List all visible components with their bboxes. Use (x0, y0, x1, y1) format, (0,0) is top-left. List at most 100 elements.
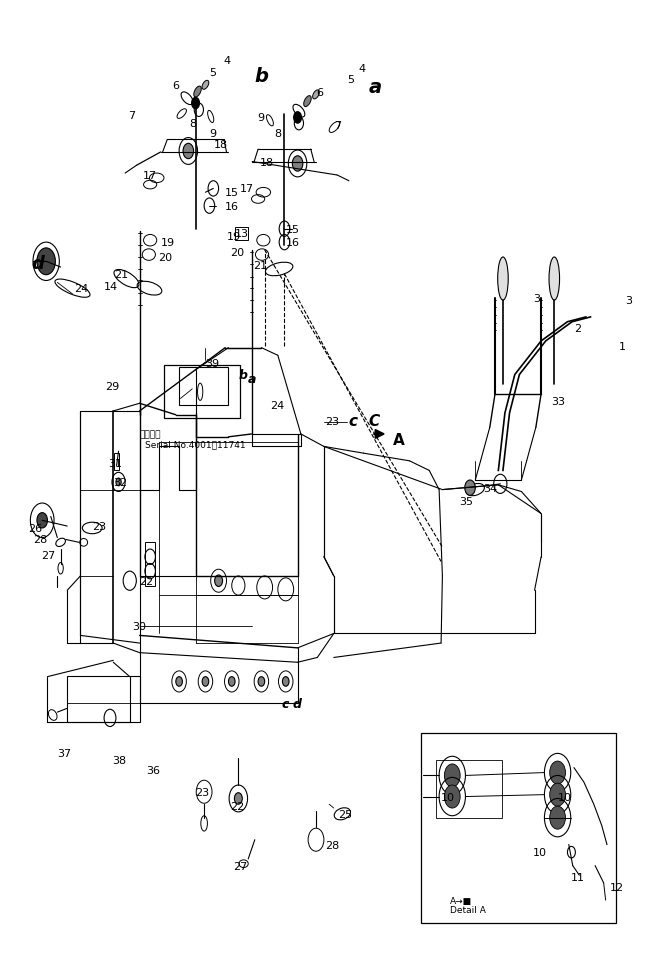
Text: 6: 6 (173, 81, 180, 90)
Text: 13: 13 (235, 229, 249, 238)
Text: 31: 31 (108, 458, 122, 468)
Circle shape (37, 513, 48, 529)
Text: 4: 4 (359, 63, 366, 73)
Text: 6: 6 (316, 87, 323, 97)
Circle shape (465, 480, 475, 496)
Circle shape (229, 677, 235, 686)
Text: 34: 34 (483, 483, 497, 493)
Ellipse shape (194, 86, 202, 98)
Text: Detail A: Detail A (450, 905, 486, 914)
Ellipse shape (303, 96, 311, 108)
Circle shape (258, 677, 264, 686)
Text: C: C (369, 413, 380, 429)
Circle shape (192, 98, 200, 110)
Text: 5: 5 (209, 68, 215, 78)
Bar (164, 365, 240, 418)
Text: 8: 8 (190, 119, 197, 129)
Circle shape (550, 783, 565, 806)
Text: 10: 10 (558, 792, 572, 801)
Text: 8: 8 (274, 129, 282, 138)
Text: 21: 21 (114, 269, 129, 280)
Text: 21: 21 (253, 260, 268, 271)
Text: 24: 24 (270, 401, 284, 410)
Text: 19: 19 (161, 238, 175, 248)
Text: 2: 2 (574, 324, 581, 334)
Circle shape (444, 785, 460, 808)
Text: 30: 30 (132, 621, 145, 631)
Ellipse shape (498, 258, 508, 301)
Text: 23: 23 (325, 416, 339, 426)
Text: 27: 27 (233, 861, 247, 871)
Circle shape (282, 677, 289, 686)
Text: 27: 27 (41, 551, 55, 560)
Text: 16: 16 (225, 202, 239, 211)
Text: A→■: A→■ (450, 896, 473, 904)
Text: 9: 9 (256, 113, 264, 123)
Text: 23: 23 (93, 522, 106, 531)
Text: 17: 17 (241, 185, 254, 194)
Circle shape (183, 144, 194, 160)
Text: c: c (281, 698, 288, 710)
Text: a: a (249, 373, 256, 385)
Text: d: d (292, 698, 301, 710)
Text: Serial No.4001－11741: Serial No.4001－11741 (145, 439, 245, 449)
Ellipse shape (549, 258, 560, 301)
Bar (179, 367, 229, 406)
Text: 38: 38 (112, 755, 126, 765)
Text: 22: 22 (139, 576, 154, 586)
Text: 14: 14 (103, 282, 118, 292)
Text: 32: 32 (113, 478, 128, 487)
Text: 26: 26 (28, 524, 42, 533)
Circle shape (37, 249, 56, 276)
Text: 22: 22 (231, 801, 245, 811)
Circle shape (116, 479, 121, 486)
Text: 28: 28 (325, 840, 340, 850)
Text: 通用号码: 通用号码 (139, 430, 161, 439)
Text: 20: 20 (231, 247, 245, 258)
Bar (67, 676, 139, 722)
Bar (436, 760, 502, 818)
Text: 5: 5 (347, 75, 354, 85)
Text: 20: 20 (158, 253, 172, 263)
Text: b: b (254, 66, 269, 86)
Circle shape (293, 112, 301, 124)
Text: c: c (349, 413, 358, 429)
Text: 18: 18 (214, 140, 227, 150)
Text: A: A (393, 432, 405, 448)
Text: 23: 23 (196, 787, 210, 797)
Text: 4: 4 (224, 56, 231, 65)
Text: 7: 7 (334, 121, 341, 131)
Text: 37: 37 (58, 749, 71, 758)
Text: 7: 7 (128, 111, 135, 121)
Circle shape (444, 764, 460, 787)
Circle shape (550, 761, 565, 784)
Text: 3: 3 (625, 295, 633, 306)
Text: 1: 1 (619, 341, 626, 352)
Text: 35: 35 (459, 497, 473, 506)
Text: 25: 25 (338, 809, 352, 819)
Bar (235, 228, 249, 241)
Circle shape (215, 576, 223, 587)
Text: 29: 29 (105, 382, 120, 391)
Text: d: d (31, 255, 44, 273)
Circle shape (550, 806, 565, 829)
Text: 39: 39 (206, 358, 219, 369)
Text: a: a (369, 78, 382, 97)
Circle shape (235, 793, 243, 804)
Bar (145, 543, 155, 586)
Text: 11: 11 (570, 873, 585, 882)
Circle shape (292, 157, 303, 172)
Text: 36: 36 (146, 765, 160, 775)
Bar (114, 454, 119, 471)
Text: 3: 3 (533, 293, 540, 304)
Text: 15: 15 (225, 188, 239, 198)
Text: 16: 16 (286, 238, 299, 248)
Text: 18: 18 (260, 158, 274, 167)
Text: 19: 19 (227, 233, 241, 242)
Ellipse shape (202, 82, 209, 90)
Ellipse shape (313, 90, 319, 100)
Ellipse shape (198, 383, 203, 401)
Text: 33: 33 (551, 397, 565, 407)
Text: 9: 9 (210, 129, 217, 138)
Text: 28: 28 (33, 535, 47, 545)
